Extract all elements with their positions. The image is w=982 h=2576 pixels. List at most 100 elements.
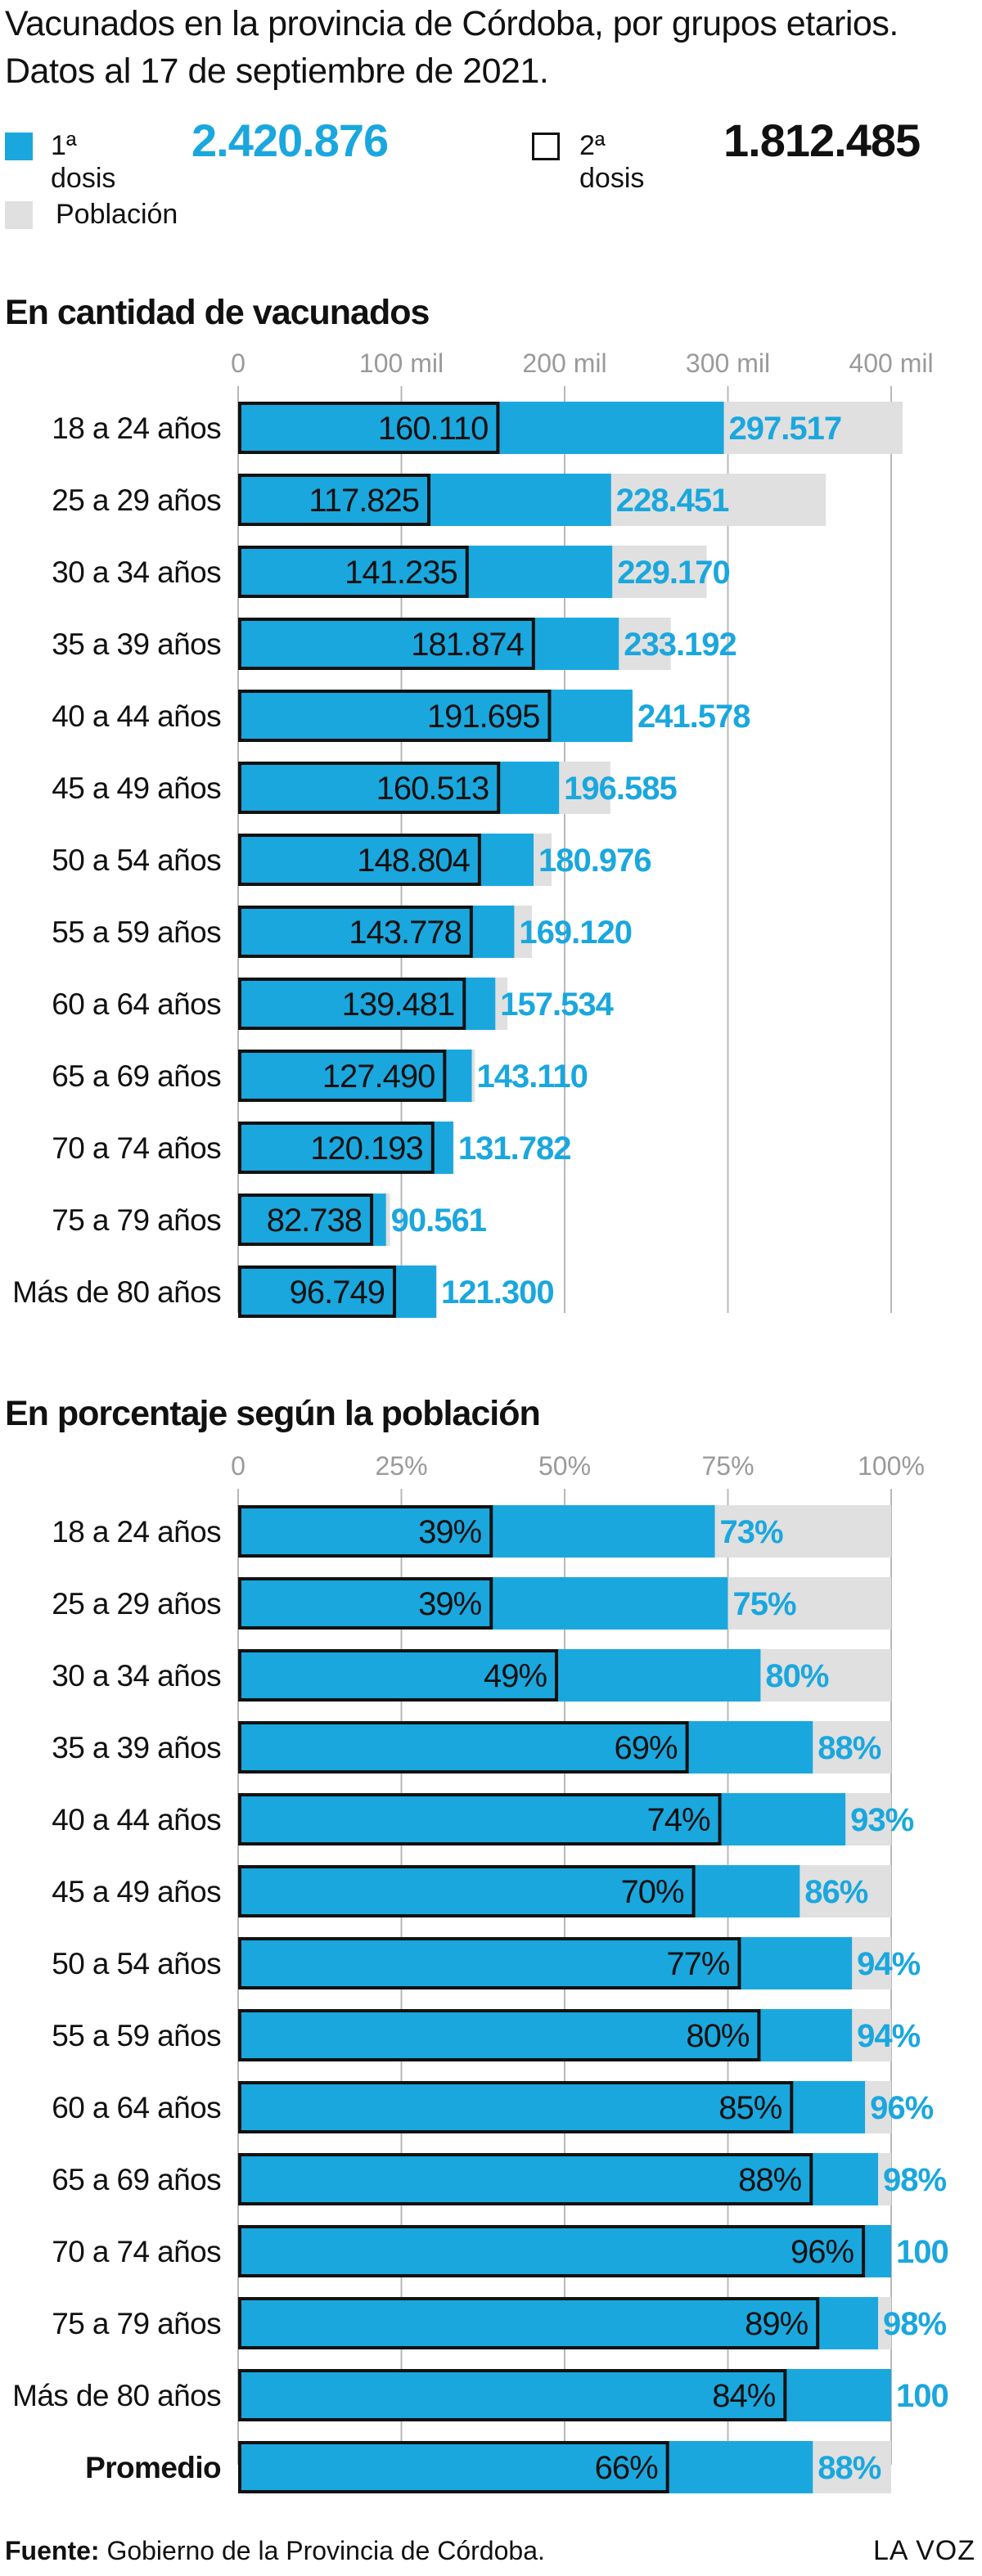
dose1-value-label: 121.300	[441, 1275, 554, 1310]
dose1-value-label: 98%	[883, 2162, 946, 2198]
dose1-value-label: 131.782	[458, 1131, 571, 1167]
dose1-bar	[238, 978, 496, 1030]
chart-porcentaje: 0 25% 50% 75% 100% 18 a 24 años 39% 73% 25 a 29 …	[12, 1451, 949, 2493]
bar-row-55-a-59-anos: 55 a 59 años 80% 94%	[52, 2009, 921, 2061]
dose1-value-label: 233.192	[624, 627, 736, 663]
dose1-bar	[238, 1793, 846, 1845]
dose2-value-label: 160.513	[376, 771, 489, 807]
dose1-bar	[238, 2153, 879, 2205]
dose2-bar	[238, 1937, 741, 1989]
dose2-value-label: 127.490	[322, 1059, 435, 1095]
legend-dose1-label: 1ª dosis	[51, 130, 116, 194]
dose2-value-label: 96%	[791, 2234, 854, 2270]
dose2-value-label: 74%	[646, 1802, 709, 1838]
bar-row-18-a-24-anos: 18 a 24 años 160.110 297.517	[52, 402, 903, 454]
dose1-bar	[238, 2441, 813, 2493]
bar-row-75-a-79-anos: 75 a 79 años 82.738 90.561	[52, 1194, 488, 1246]
bar-row-mas-de-80-anos: Más de 80 años 84% 100	[12, 2369, 949, 2421]
dose1-bar	[238, 2009, 853, 2061]
dose2-bar	[238, 1577, 493, 1630]
category-label: 18 a 24 años	[52, 411, 221, 445]
dose1-value-label: 94%	[857, 2018, 920, 2054]
dose2-value-label: 39%	[418, 1586, 481, 1622]
category-label: 60 a 64 años	[52, 987, 221, 1021]
x-tick-label: 25%	[375, 1451, 427, 1481]
category-label: 70 a 74 años	[52, 1131, 221, 1165]
bar-row-35-a-39-anos: 35 a 39 años 181.874 233.192	[52, 618, 737, 670]
category-label: Más de 80 años	[12, 2379, 221, 2412]
x-tick-label: 50%	[538, 1451, 591, 1481]
category-label: 65 a 69 años	[52, 1059, 221, 1093]
bar-row-40-a-44-anos: 40 a 44 años 74% 93%	[52, 1793, 915, 1845]
dose2-bar	[238, 1793, 722, 1845]
dose1-bar	[238, 1937, 853, 1989]
bar-row-40-a-44-anos: 40 a 44 años 191.695 241.578	[52, 690, 751, 742]
dose2-value-label: 143.778	[349, 915, 462, 951]
dose2-value-label: 85%	[718, 2090, 782, 2126]
dose1-value-label: 196.585	[564, 771, 677, 807]
dose2-bar	[238, 1122, 435, 1174]
dose1-bar	[238, 690, 633, 742]
dose2-value-label: 66%	[595, 2450, 658, 2486]
dose2-bar	[238, 1050, 447, 1102]
dose1-value-label: 80%	[765, 1658, 828, 1694]
dose1-value-label: 100	[896, 2234, 948, 2270]
category-label: 65 a 69 años	[52, 2163, 221, 2196]
dose1-value-label: 96%	[870, 2090, 933, 2126]
dose1-value-label: 100	[896, 2378, 948, 2414]
bar-row-promedio: Promedio 66% 88%	[85, 2441, 891, 2493]
dose2-value-label: 77%	[666, 1946, 729, 1982]
dose2-bar	[238, 834, 481, 886]
dose1-bar	[238, 1050, 472, 1102]
dose2-value-label: 191.695	[427, 699, 540, 735]
category-label: 18 a 24 años	[52, 1515, 221, 1549]
category-label: 50 a 54 años	[52, 843, 221, 877]
dose1-bar	[238, 618, 619, 670]
dose2-value-label: 96.749	[290, 1275, 385, 1310]
dose1-bar	[238, 546, 613, 598]
bar-row-35-a-39-anos: 35 a 39 años 69% 88%	[52, 1721, 891, 1774]
section-title-porcentaje: En porcentaje según la población	[5, 1394, 541, 1433]
dose2-bar	[238, 906, 473, 958]
dose1-bar	[238, 1122, 453, 1174]
dose1-value-label: 90.561	[391, 1203, 487, 1239]
bar-row-65-a-69-anos: 65 a 69 años 127.490 143.110	[52, 1050, 588, 1102]
dose2-bar	[238, 762, 501, 814]
dose1-bar	[238, 2297, 879, 2349]
section-title-cantidad: En cantidad de vacunados	[5, 293, 430, 332]
dose1-value-label: 94%	[857, 1946, 920, 1982]
chart-cantidad: 0 100 mil 200 mil 300 mil 400 mil 18 a 24 año…	[12, 348, 934, 1318]
dose1-value-label: 143.110	[477, 1059, 588, 1095]
x-tick-label: 75%	[701, 1451, 754, 1481]
dose1-bar	[238, 1194, 386, 1246]
legend-population-swatch	[5, 201, 33, 229]
dose2-bar	[238, 1721, 689, 1774]
dose2-bar	[238, 2225, 866, 2277]
category-label: 40 a 44 años	[52, 1803, 221, 1836]
dose1-bar	[238, 1649, 761, 1702]
dose1-value-label: 88%	[818, 1730, 881, 1766]
source-text: Gobierno de la Provincia de Córdoba.	[99, 2536, 545, 2565]
category-label: 25 a 29 años	[52, 483, 221, 517]
source-label: Fuente:	[5, 2536, 100, 2565]
dose2-value-label: 117.825	[309, 483, 419, 519]
dose2-value-label: 120.193	[310, 1131, 423, 1167]
category-label: 45 a 49 años	[52, 771, 221, 805]
dose1-value-label: 169.120	[519, 915, 632, 951]
bar-row-25-a-29-anos: 25 a 29 años 117.825 228.451	[52, 474, 827, 526]
dose2-value-label: 69%	[615, 1730, 678, 1766]
bar-row-65-a-69-anos: 65 a 69 años 88% 98%	[52, 2153, 948, 2205]
legend-dose1-swatch	[5, 133, 33, 160]
legend-population-label: Población	[56, 199, 178, 230]
dose2-bar	[238, 2009, 761, 2061]
brand-logo: LA VOZ	[872, 2535, 975, 2566]
legend-dose2-swatch	[532, 133, 560, 160]
dose1-bar	[238, 762, 560, 814]
dose2-bar	[238, 2369, 787, 2421]
x-tick-label: 200 mil	[522, 348, 606, 378]
dose2-value-label: 148.804	[357, 843, 470, 879]
dose2-bar	[238, 978, 466, 1030]
dose2-value-label: 89%	[745, 2306, 808, 2342]
bar-row-70-a-74-anos: 70 a 74 años 96% 100	[52, 2225, 949, 2277]
bar-row-50-a-54-anos: 50 a 54 años 77% 94%	[52, 1937, 921, 1989]
